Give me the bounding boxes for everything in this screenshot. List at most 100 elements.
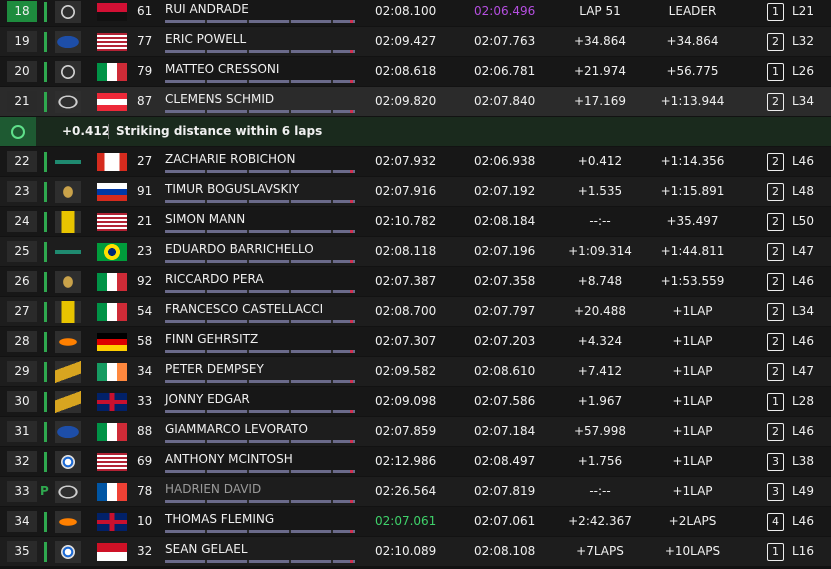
banner-text: Striking distance within 6 laps [116,124,323,138]
tyre: 2 [767,363,784,381]
progress-marker [350,470,353,473]
interval: +1:14.356 [660,154,725,168]
pit-status: P [40,484,49,498]
last-lap: 02:07.061 [474,514,536,528]
interval: +10LAPS [664,544,721,558]
last-lap: 02:07.358 [474,274,536,288]
status-bar [44,242,47,262]
tyre: 2 [767,153,784,171]
status-bar [44,392,47,412]
best-lap: 02:08.100 [375,4,437,18]
progress-marker [350,500,353,503]
progress-marker [350,230,353,233]
brand-logo [55,151,81,173]
car-number: 21 [137,214,153,228]
brand-logo [55,481,81,503]
progress-marker [350,290,353,293]
position: 19 [7,31,37,52]
driver-name: PETER DEMPSEY [165,362,264,376]
interval: +1:44.811 [660,244,725,258]
car-number: 34 [137,364,153,378]
progress-marker [350,110,353,113]
status-bar [44,212,47,232]
position: 20 [7,61,37,82]
gap: +8.748 [577,274,623,288]
car-number: 92 [137,274,153,288]
driver-row: 31 88 GIAMMARCO LEVORATO 02:07.859 02:07.184… [0,417,831,446]
lap: L49 [792,484,814,498]
car-number: 79 [137,64,153,78]
progress-marker [350,530,353,533]
tyre: 2 [767,33,784,51]
interval: +1LAP [672,394,713,408]
tyre: 3 [767,453,784,471]
progress-bar [165,170,355,173]
lap: L46 [792,274,814,288]
lap: L46 [792,154,814,168]
gap: --:-- [589,214,611,228]
driver-name: FRANCESCO CASTELLACCI [165,302,324,316]
best-lap: 02:09.820 [375,94,437,108]
driver-row: 33 P 78 HADRIEN DAVID 02:26.564 02:07.819 --:-… [0,477,831,506]
status-bar [44,152,47,172]
status-bar [44,32,47,52]
brand-logo [55,31,81,53]
position: 27 [7,301,37,322]
tyre: 2 [767,213,784,231]
position: 35 [7,541,37,562]
flag [97,93,127,111]
best-lap: 02:07.387 [375,274,437,288]
car-number: 33 [137,394,153,408]
brand-logo [55,331,81,353]
gap: +4.324 [577,334,623,348]
brand-logo [55,511,81,533]
lap: L28 [792,394,814,408]
tyre: 2 [767,303,784,321]
status-bar [44,512,47,532]
best-lap: 02:10.089 [375,544,437,558]
tyre: 1 [767,543,784,561]
lap: L50 [792,214,814,228]
tyre: 3 [767,483,784,501]
progress-marker [350,50,353,53]
interval: LEADER [668,4,717,18]
best-lap: 02:07.307 [375,334,437,348]
interval: +1LAP [672,454,713,468]
tyre: 2 [767,243,784,261]
position: 29 [7,361,37,382]
last-lap: 02:07.819 [474,484,536,498]
driver-name: CLEMENS SCHMID [165,92,275,106]
position: 32 [7,451,37,472]
driver-name: ANTHONY MCINTOSH [165,452,293,466]
lap: L34 [792,304,814,318]
status-bar [44,422,47,442]
lap: L47 [792,244,814,258]
last-lap: 02:07.586 [474,394,536,408]
last-lap: 02:06.781 [474,64,536,78]
progress-bar [165,230,355,233]
status-bar [44,452,47,472]
tyre: 1 [767,3,784,21]
progress-bar [165,350,355,353]
best-lap: 02:07.859 [375,424,437,438]
best-lap: 02:07.932 [375,154,437,168]
driver-name: RICCARDO PERA [165,272,264,286]
striking-banner: +0.412 Striking distance within 6 laps [0,117,831,146]
best-lap: 02:09.582 [375,364,437,378]
driver-name: SIMON MANN [165,212,246,226]
flag [97,153,127,171]
banner-gap: +0.412 [62,124,111,138]
gap: +17.169 [573,94,627,108]
progress-bar [165,560,355,563]
position: 21 [7,91,37,112]
flag [97,483,127,501]
gap: LAP 51 [579,4,621,18]
driver-name: SEAN GELAEL [165,542,248,556]
progress-marker [350,80,353,83]
progress-bar [165,440,355,443]
progress-marker [350,320,353,323]
brand-logo [55,451,81,473]
driver-row: 21 87 CLEMENS SCHMID 02:09.820 02:07.840 +17.… [0,87,831,116]
driver-row: 30 33 JONNY EDGAR 02:09.098 02:07.586 +1.967 +… [0,387,831,416]
